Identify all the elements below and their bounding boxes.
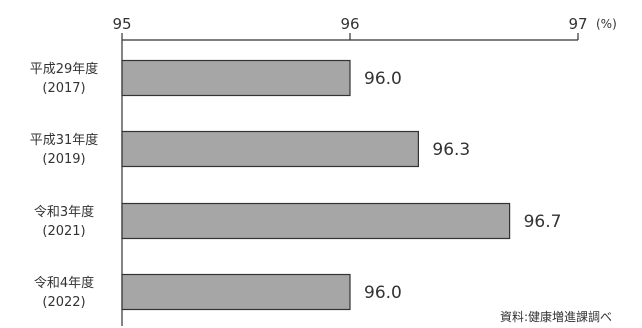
bar-value-label: 96.0	[364, 69, 402, 89]
category-label: 平成31年度	[30, 132, 99, 148]
category-year-label: (2021)	[42, 224, 85, 239]
bar	[121, 202, 511, 240]
bar	[121, 59, 351, 97]
labels: 96.0 平成29年度 (2017) 96.3 平成31年度 (2019) 96.7 令和3年…	[30, 61, 562, 310]
bar	[121, 130, 419, 168]
bar	[121, 273, 351, 311]
category-label: 平成29年度	[30, 61, 99, 77]
bar-value-label: 96.0	[364, 283, 402, 303]
x-tick-label: 95	[112, 15, 131, 33]
category-year-label: (2017)	[42, 81, 85, 96]
x-tick-label: 97	[568, 15, 587, 33]
source-note: 資料:健康増進課調べ	[500, 309, 612, 324]
category-label: 令和4年度	[34, 275, 94, 291]
x-axis-unit: (%)	[596, 17, 617, 31]
category-year-label: (2019)	[42, 152, 85, 167]
bar-value-label: 96.3	[432, 140, 470, 160]
category-label: 令和3年度	[34, 204, 94, 220]
bar-value-label: 96.7	[524, 212, 562, 232]
x-tick-label: 96	[340, 15, 359, 33]
bars	[121, 59, 511, 311]
category-year-label: (2022)	[42, 295, 85, 310]
